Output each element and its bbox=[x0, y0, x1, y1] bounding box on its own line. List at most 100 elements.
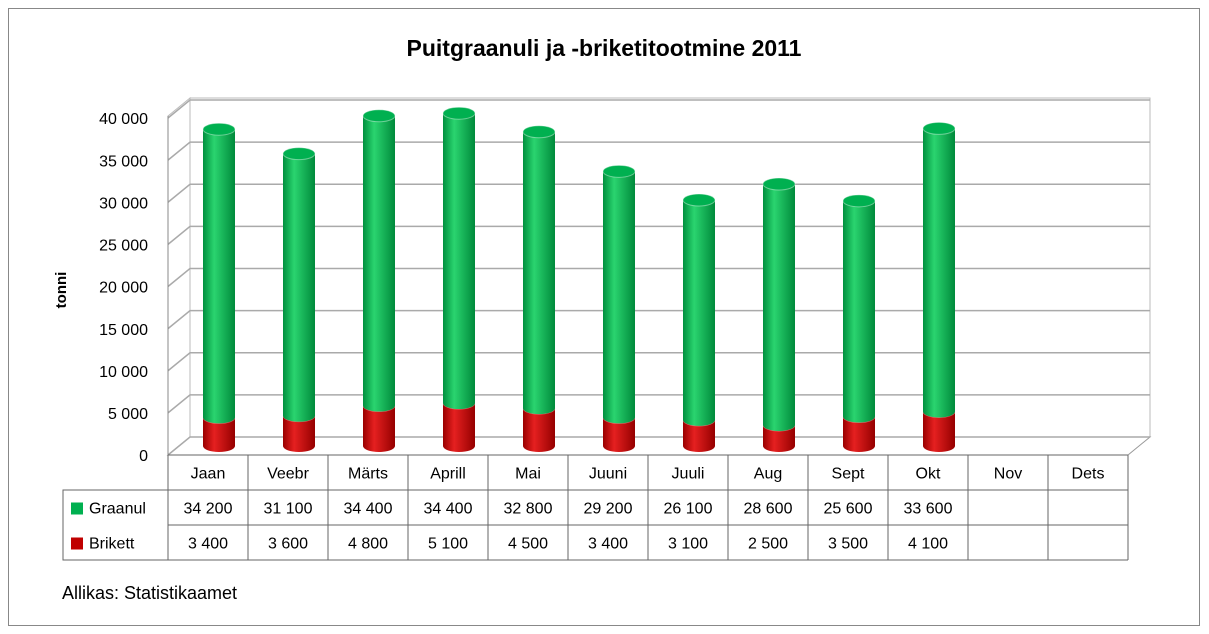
table-value: 3 600 bbox=[268, 536, 308, 553]
cylinder-body bbox=[523, 408, 555, 452]
bar-segment bbox=[922, 121, 956, 418]
cylinder-top bbox=[202, 122, 236, 136]
y-tick-label: 25 000 bbox=[99, 238, 148, 255]
cylinder-body bbox=[523, 131, 555, 415]
table-value: 28 600 bbox=[744, 501, 793, 518]
bar-segment bbox=[522, 125, 556, 415]
source-note: Allikas: Statistikaamet bbox=[62, 583, 237, 603]
x-tick-label: Mai bbox=[515, 466, 541, 483]
x-tick-label: Aug bbox=[754, 466, 782, 483]
grid-line bbox=[167, 183, 1150, 203]
cylinder-body bbox=[283, 415, 315, 452]
cylinder-top bbox=[842, 194, 876, 208]
table-value: 3 400 bbox=[188, 536, 228, 553]
cylinder-body bbox=[923, 128, 955, 418]
cylinder-top bbox=[282, 147, 316, 161]
y-tick-label: 0 bbox=[139, 448, 148, 465]
cylinder-body bbox=[843, 416, 875, 452]
cylinder-body bbox=[603, 417, 635, 452]
legend-swatch bbox=[71, 537, 83, 550]
legend-swatch bbox=[71, 502, 83, 515]
y-axis-label: tonni bbox=[53, 272, 70, 309]
grid-line bbox=[167, 309, 1150, 330]
grid-line bbox=[167, 99, 1150, 119]
table-value: 3 500 bbox=[828, 536, 868, 553]
y-tick-label: 15 000 bbox=[99, 322, 148, 339]
y-tick-label: 30 000 bbox=[99, 195, 148, 212]
cylinder-body bbox=[683, 199, 715, 426]
cylinder-top bbox=[522, 125, 556, 139]
grid-line bbox=[167, 141, 1150, 161]
cylinder-top bbox=[922, 121, 956, 135]
x-tick-label: Aprill bbox=[430, 466, 466, 483]
bar-segment bbox=[682, 193, 716, 426]
cylinder-top bbox=[682, 193, 716, 207]
grid-line bbox=[167, 225, 1150, 245]
legend-label: Graanul bbox=[89, 501, 146, 518]
bar-segment bbox=[602, 164, 636, 424]
y-tick-label: 5 000 bbox=[108, 406, 148, 423]
cylinder-body bbox=[203, 129, 235, 424]
cylinder-body bbox=[363, 115, 395, 412]
bar-segment bbox=[842, 194, 876, 423]
y-tick-label: 20 000 bbox=[99, 280, 148, 297]
grid-line bbox=[167, 394, 1150, 414]
cylinder-body bbox=[363, 405, 395, 452]
table-value: 34 400 bbox=[424, 501, 473, 518]
cylinder-body bbox=[443, 113, 475, 410]
cylinder-body bbox=[683, 419, 715, 452]
x-tick-label: Juuli bbox=[672, 466, 705, 483]
cylinder-body bbox=[763, 424, 795, 452]
table-value: 31 100 bbox=[264, 501, 313, 518]
grid-line bbox=[167, 352, 1150, 372]
y-tick-label: 40 000 bbox=[99, 111, 148, 128]
table-value: 33 600 bbox=[904, 501, 953, 518]
x-tick-label: Jaan bbox=[191, 466, 226, 483]
table-value: 29 200 bbox=[584, 501, 633, 518]
cylinder-body bbox=[763, 183, 795, 431]
grid-line bbox=[167, 436, 1150, 456]
x-tick-label: Juuni bbox=[589, 466, 627, 483]
bar-segment bbox=[202, 122, 236, 424]
table-value: 34 400 bbox=[344, 501, 393, 518]
cylinder-body bbox=[843, 200, 875, 423]
cylinder-body bbox=[443, 403, 475, 452]
table-value: 3 100 bbox=[668, 536, 708, 553]
grid-line bbox=[167, 267, 1150, 288]
back-wall bbox=[189, 97, 1151, 438]
y-tick-label: 35 000 bbox=[99, 153, 148, 170]
cylinder-body bbox=[923, 411, 955, 452]
table-value: 3 400 bbox=[588, 536, 628, 553]
cylinder-body bbox=[203, 417, 235, 452]
bar-segment bbox=[282, 147, 316, 422]
x-tick-label: Okt bbox=[916, 466, 941, 483]
x-tick-label: Sept bbox=[832, 466, 865, 483]
bar-segment bbox=[442, 106, 476, 410]
table-value: 34 200 bbox=[184, 501, 233, 518]
table-value: 26 100 bbox=[664, 501, 713, 518]
cylinder-top bbox=[762, 177, 796, 191]
table-value: 5 100 bbox=[428, 536, 468, 553]
x-tick-label: Märts bbox=[348, 466, 388, 483]
bar-segment bbox=[362, 109, 396, 412]
cylinder-top bbox=[362, 109, 396, 123]
y-tick-label: 10 000 bbox=[99, 364, 148, 381]
floor bbox=[166, 436, 1152, 456]
table-value: 32 800 bbox=[504, 501, 553, 518]
chart-title: Puitgraanuli ja -briketitootmine 2011 bbox=[407, 35, 802, 61]
table-value: 4 100 bbox=[908, 536, 948, 553]
bar-segment bbox=[762, 177, 796, 431]
table-value: 25 600 bbox=[824, 501, 873, 518]
x-tick-label: Dets bbox=[1072, 466, 1105, 483]
cylinder-body bbox=[283, 153, 315, 422]
cylinder-body bbox=[603, 171, 635, 424]
table-value: 2 500 bbox=[748, 536, 788, 553]
cylinder-top bbox=[442, 106, 476, 120]
table-value: 4 800 bbox=[348, 536, 388, 553]
x-tick-label: Veebr bbox=[267, 466, 309, 483]
x-tick-label: Nov bbox=[994, 466, 1022, 483]
table-value: 4 500 bbox=[508, 536, 548, 553]
cylinder-top bbox=[602, 164, 636, 178]
legend-label: Brikett bbox=[89, 536, 135, 553]
